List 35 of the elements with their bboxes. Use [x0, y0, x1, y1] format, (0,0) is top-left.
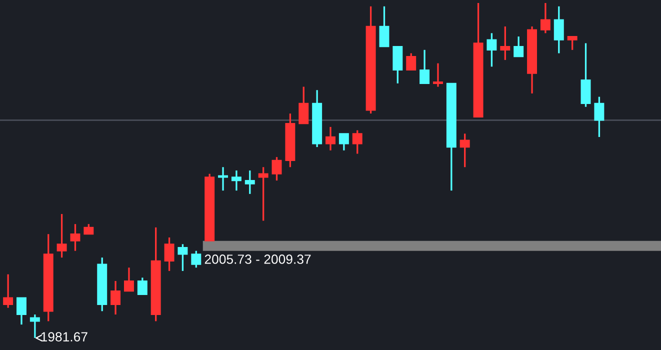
- candlestick: [298, 86, 309, 124]
- candlestick: [110, 280, 121, 316]
- candlestick: [392, 46, 403, 84]
- candlestick: [406, 52, 416, 71]
- candlestick: [56, 213, 67, 258]
- candlestick: [379, 6, 390, 48]
- candlestick: [16, 296, 26, 326]
- candlestick: [191, 250, 202, 268]
- band-label: 2005.73 - 2009.37: [204, 254, 311, 264]
- candlestick: [540, 2, 550, 34]
- candlestick: [567, 36, 578, 51]
- candlestick: [137, 276, 148, 296]
- candlestick: [514, 36, 524, 58]
- annotation: 1981.67: [41, 332, 88, 342]
- candlestick: [124, 266, 134, 292]
- candlestick: [84, 223, 94, 235]
- candlestick: [460, 132, 470, 168]
- candlestick: [326, 126, 336, 152]
- candlestick: [580, 42, 591, 108]
- candlestick: [500, 26, 510, 61]
- candlestick: [420, 49, 430, 84]
- candlestick: [594, 96, 604, 138]
- candlestick: [432, 62, 443, 88]
- candlestick: [486, 32, 497, 68]
- candlestick: [258, 166, 268, 222]
- candlestick: [338, 132, 349, 152]
- candlestick: [178, 243, 188, 272]
- candlestick: [244, 170, 255, 195]
- candlestick: [272, 156, 282, 182]
- candlestick: [3, 273, 14, 309]
- candlestick: [70, 223, 80, 252]
- candlestick: [554, 6, 564, 54]
- candlestick: [352, 129, 362, 155]
- candlestick: [231, 170, 242, 192]
- candlestick: [164, 236, 174, 272]
